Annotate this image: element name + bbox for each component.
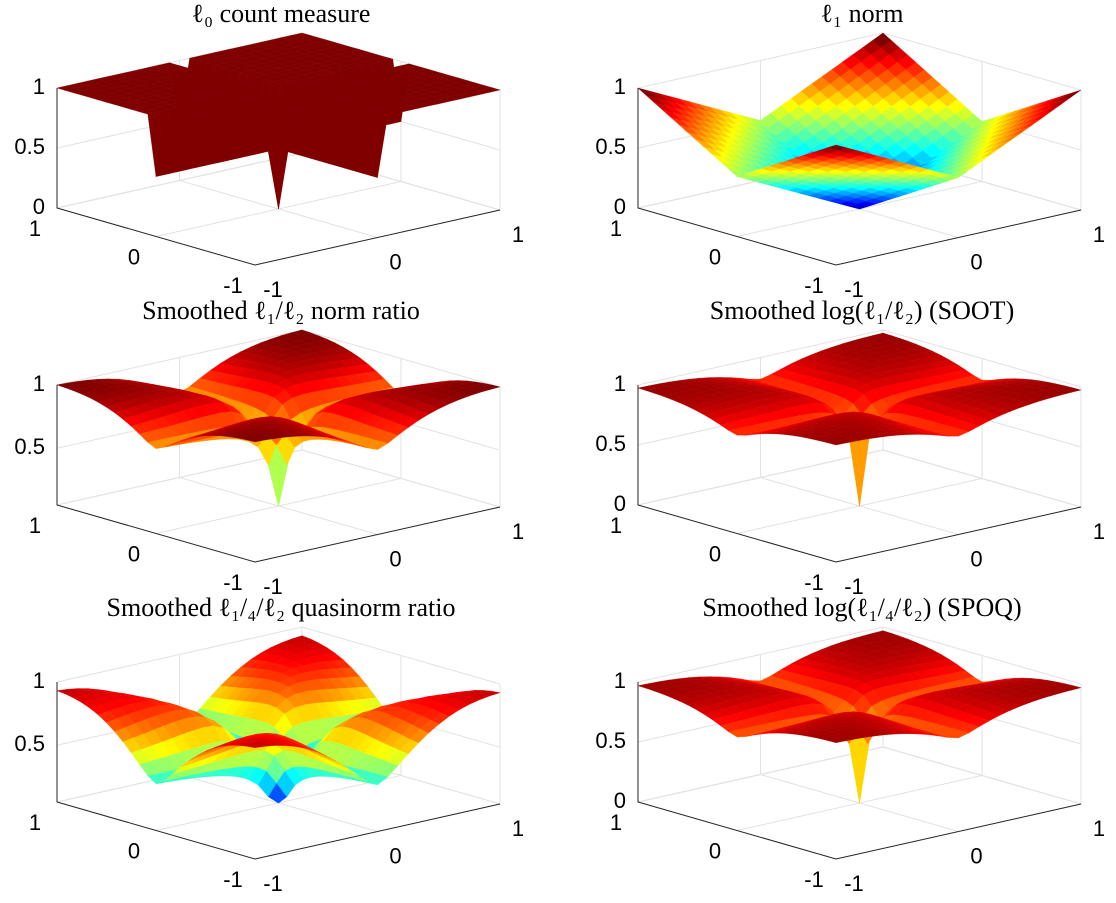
x-tick-label: 1 <box>1093 519 1105 544</box>
x-tick-label: 1 <box>512 816 524 841</box>
x-tick-label: 0 <box>389 546 401 571</box>
z-tick-label: 1 <box>33 371 45 396</box>
y-tick-label: -1 <box>223 570 243 595</box>
y-tick-label: 0 <box>128 244 140 269</box>
axis-line <box>56 385 501 563</box>
surface-patch <box>246 437 266 443</box>
chart-title: ℓ₁ norm <box>821 0 904 28</box>
chart-title: Smoothed ℓ₁/₄/ℓ₂ quasinorm ratio <box>107 593 456 622</box>
x-tick-label: -1 <box>844 871 864 896</box>
surface <box>636 332 1082 507</box>
axis-line <box>56 88 501 266</box>
z-tick-label: 1 <box>33 74 45 99</box>
y-grid-line <box>736 61 983 237</box>
surface-patch <box>827 738 847 744</box>
x-tick-label: -1 <box>263 574 283 599</box>
x-tick-label: 1 <box>1093 816 1105 841</box>
chart-title: Smoothed ℓ₁/ℓ₂ norm ratio <box>142 296 420 325</box>
z-tick-label: 1 <box>614 371 626 396</box>
subplot: Smoothed ℓ₁/ℓ₂ norm ratio 0.5 1 -1 0 1 -1 0 1 <box>14 296 524 599</box>
x-tick-label: 1 <box>512 222 524 247</box>
x-tick-label: 0 <box>970 249 982 274</box>
surface <box>56 32 502 210</box>
x-tick-label: -1 <box>844 277 864 302</box>
axis-line <box>637 88 1082 266</box>
chart-title: ℓ₀ count measure <box>192 0 371 28</box>
z-tick-label: 0 <box>614 788 626 813</box>
z-tick-label: 0.5 <box>14 434 45 459</box>
y-tick-label: 1 <box>610 513 622 538</box>
y-tick-label: 0 <box>128 541 140 566</box>
subplot: Smoothed log(ℓ₁/ℓ₂) (SOOT)00.51-101-101 <box>595 296 1105 599</box>
surface <box>56 635 501 804</box>
surface <box>637 32 1082 210</box>
x-tick-label: 0 <box>970 546 982 571</box>
z-tick-label: 0.5 <box>14 134 45 159</box>
y-tick-label: 0 <box>709 838 721 863</box>
z-tick-label: 0.5 <box>595 728 626 753</box>
surface-patch <box>246 743 266 749</box>
x-tick-label: 0 <box>389 249 401 274</box>
x-tick-label: -1 <box>844 574 864 599</box>
y-tick-label: -1 <box>223 867 243 892</box>
z-tick-label: 0.5 <box>14 731 45 756</box>
subplot: Smoothed log(ℓ₁/₄/ℓ₂) (SPOQ)00.51-101-10… <box>595 593 1105 896</box>
z-tick-label: 0 <box>33 194 45 219</box>
surface-patch <box>826 144 848 151</box>
surface-patch <box>245 139 267 146</box>
y-tick-label: 1 <box>610 810 622 835</box>
z-tick-label: 1 <box>33 668 45 693</box>
axis-line <box>637 682 1082 860</box>
y-tick-label: -1 <box>804 867 824 892</box>
z-tick-label: 0 <box>614 491 626 516</box>
y-tick-label: 1 <box>29 810 41 835</box>
z-tick-label: 0.5 <box>595 134 626 159</box>
surface <box>55 329 501 507</box>
y-tick-label: -1 <box>804 570 824 595</box>
x-tick-label: 0 <box>389 843 401 868</box>
x-tick-label: 0 <box>970 843 982 868</box>
x-tick-label: -1 <box>263 871 283 896</box>
surface-patch <box>827 440 847 446</box>
y-tick-label: 0 <box>128 838 140 863</box>
chart-title: Smoothed log(ℓ₁/₄/ℓ₂) (SPOQ) <box>702 593 1021 622</box>
x-tick-label: 1 <box>512 519 524 544</box>
y-tick-label: 1 <box>610 216 622 241</box>
y-tick-label: -1 <box>223 273 243 298</box>
surface <box>637 630 1082 804</box>
z-tick-label: 1 <box>614 74 626 99</box>
y-tick-label: -1 <box>804 273 824 298</box>
z-tick-label: 0 <box>614 194 626 219</box>
y-tick-label: 1 <box>29 216 41 241</box>
y-grid-line <box>155 655 402 831</box>
y-tick-label: 0 <box>709 541 721 566</box>
axis-line <box>637 385 1082 563</box>
y-tick-label: 1 <box>29 513 41 538</box>
z-tick-label: 1 <box>614 668 626 693</box>
y-tick-label: 0 <box>709 244 721 269</box>
x-tick-label: 1 <box>1093 222 1105 247</box>
axis-line <box>56 682 501 860</box>
subplot: Smoothed ℓ₁/₄/ℓ₂ quasinorm ratio 0.5 1 -1 0 1… <box>14 593 524 896</box>
z-tick-label: 0.5 <box>595 431 626 456</box>
chart-title: Smoothed log(ℓ₁/ℓ₂) (SOOT) <box>710 296 1014 325</box>
x-tick-label: -1 <box>263 277 283 302</box>
